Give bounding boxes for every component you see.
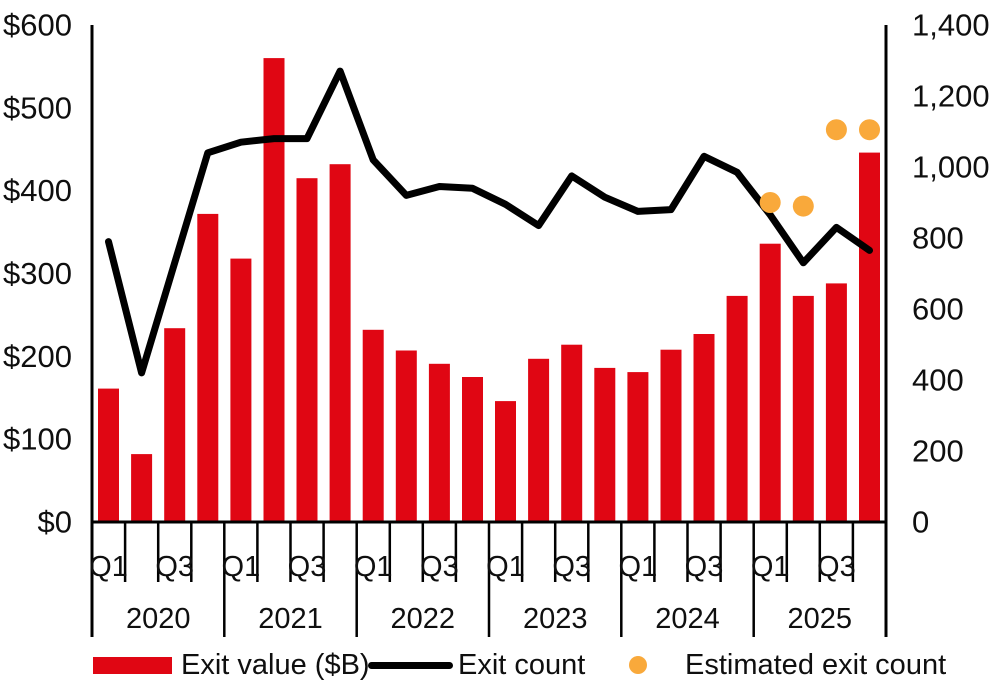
legend-label-exit-value: Exit value ($B) xyxy=(181,648,370,681)
right-axis-tick-label: 1,000 xyxy=(912,150,990,185)
quarter-label-q3: Q3 xyxy=(288,551,327,583)
bar-2024-Q3 xyxy=(693,334,715,522)
left-axis-tick-label: $100 xyxy=(3,422,72,457)
legend-label-exit-count: Exit count xyxy=(458,648,586,681)
bar-2020-Q3 xyxy=(164,328,186,522)
bar-2022-Q2 xyxy=(395,350,417,522)
legend-label-estimated-exit-count: Estimated exit count xyxy=(685,648,947,681)
bar-2021-Q4 xyxy=(329,164,351,522)
bar-2021-Q3 xyxy=(296,178,318,522)
bar-2024-Q4 xyxy=(726,295,748,522)
quarter-label-q3: Q3 xyxy=(817,551,856,583)
legend-item-estimated-exit-count: Estimated exit count xyxy=(629,644,946,686)
quarter-label-q1: Q1 xyxy=(354,551,393,583)
exit-count-line xyxy=(105,67,873,377)
bar-2022-Q1 xyxy=(362,329,384,522)
year-label: 2020 xyxy=(126,603,191,635)
bar-2025-Q1 xyxy=(759,243,781,522)
exit-value-swatch xyxy=(93,656,172,674)
right-axis-tick-label: 1,200 xyxy=(912,79,990,114)
bar-2022-Q3 xyxy=(428,363,450,522)
left-axis-tick-label: $0 xyxy=(38,505,72,540)
year-label: 2023 xyxy=(523,603,588,635)
estimated-dot-2025-Q1 xyxy=(759,192,781,213)
estimated-dot-2025-Q2 xyxy=(792,195,814,217)
legend-item-exit-count: Exit count xyxy=(368,644,585,686)
year-label: 2025 xyxy=(788,603,853,635)
left-axis-tick-label: $200 xyxy=(3,339,72,374)
quarter-label-q1: Q1 xyxy=(751,551,790,583)
bar-2021-Q1 xyxy=(230,258,252,522)
legend-item-exit-value: Exit value ($B) xyxy=(93,644,370,686)
bar-2024-Q2 xyxy=(660,349,682,522)
bar-2023-Q2 xyxy=(528,358,550,522)
quarter-label-q1: Q1 xyxy=(222,551,261,583)
quarter-label-q1: Q1 xyxy=(486,551,525,583)
chart-legend: Exit value ($B) Exit count Estimated exi… xyxy=(0,644,996,688)
year-label: 2022 xyxy=(391,603,456,635)
estimated-dot-2025-Q3 xyxy=(825,119,847,141)
right-axis-tick-label: 1,400 xyxy=(912,8,990,43)
quarter-label-q3: Q3 xyxy=(420,551,459,583)
right-axis-tick-label: 600 xyxy=(912,292,964,327)
left-axis-tick-label: $500 xyxy=(3,90,72,125)
quarter-label-q3: Q3 xyxy=(685,551,724,583)
quarter-label-q3: Q3 xyxy=(155,551,194,583)
estimated-exit-count-swatch xyxy=(629,656,647,674)
quarter-label-q1: Q1 xyxy=(619,551,658,583)
bar-2020-Q4 xyxy=(197,213,219,522)
bar-2025-Q4 xyxy=(859,152,880,522)
bar-2023-Q4 xyxy=(594,367,616,522)
bar-2020-Q2 xyxy=(131,454,153,522)
bar-2023-Q1 xyxy=(495,401,516,522)
quarter-label-q1: Q1 xyxy=(89,551,128,583)
left-axis-tick-label: $400 xyxy=(3,173,72,208)
year-label: 2024 xyxy=(655,603,720,635)
right-axis-tick-label: 0 xyxy=(912,505,929,540)
bar-2020-Q1 xyxy=(98,388,119,522)
bar-2023-Q3 xyxy=(561,344,583,522)
year-label: 2021 xyxy=(258,603,323,635)
right-axis-tick-label: 800 xyxy=(912,221,964,256)
estimated-dot-2025-Q4 xyxy=(859,119,880,141)
left-axis-tick-label: $600 xyxy=(3,8,72,43)
bar-2025-Q2 xyxy=(792,295,814,522)
bar-2025-Q3 xyxy=(825,283,847,522)
bar-2024-Q1 xyxy=(627,372,649,522)
right-axis-tick-label: 200 xyxy=(912,434,964,469)
bar-2021-Q2 xyxy=(263,58,285,522)
exit-count-swatch xyxy=(368,661,453,669)
chart-plot-area: $0 $100 $200 $300 $400 $500 $600 0 200 400 600 800 1… xyxy=(3,8,990,637)
bar-2022-Q4 xyxy=(462,377,483,522)
quarter-label-q3: Q3 xyxy=(552,551,591,583)
right-axis-tick-label: 400 xyxy=(912,363,964,398)
left-axis-tick-label: $300 xyxy=(3,256,72,291)
